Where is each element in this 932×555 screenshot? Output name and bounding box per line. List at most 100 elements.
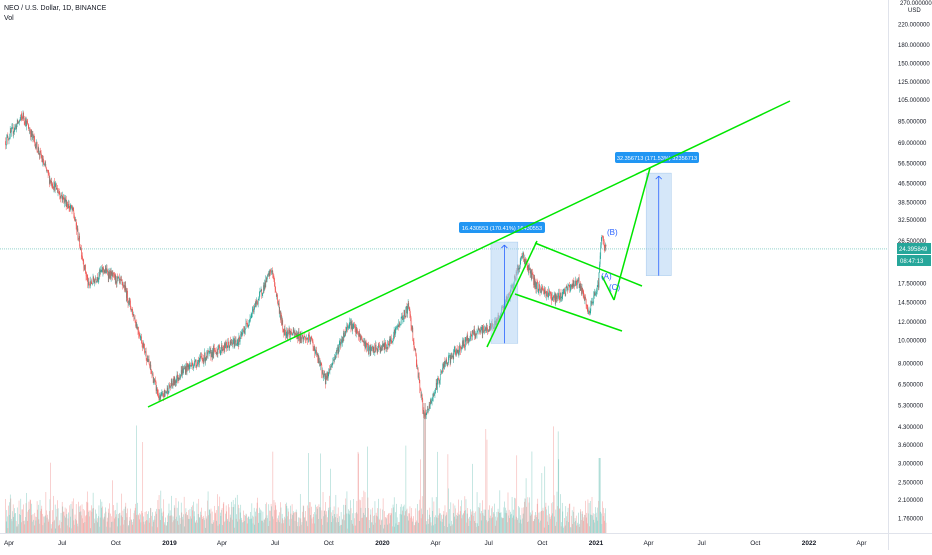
candle bbox=[21, 116, 23, 118]
candle bbox=[221, 345, 223, 351]
candle bbox=[386, 347, 387, 349]
volume-bar bbox=[69, 505, 71, 533]
candle bbox=[25, 119, 27, 127]
volume-bar bbox=[65, 508, 67, 533]
candle bbox=[158, 397, 160, 401]
price-tick-label: 17.500000 bbox=[898, 281, 927, 287]
volume-bar bbox=[441, 521, 443, 533]
candle bbox=[61, 196, 63, 200]
candle bbox=[579, 283, 581, 289]
candle bbox=[300, 333, 302, 339]
volume-bar bbox=[458, 514, 460, 533]
candle bbox=[460, 346, 462, 351]
candle bbox=[114, 274, 116, 280]
candle bbox=[375, 344, 377, 349]
candle bbox=[474, 329, 476, 336]
volume-bar bbox=[268, 504, 270, 533]
volume-bar bbox=[525, 478, 527, 533]
candle bbox=[459, 345, 461, 347]
candle bbox=[304, 336, 306, 338]
candle bbox=[340, 341, 342, 346]
candle bbox=[187, 363, 188, 368]
volume-bar bbox=[421, 508, 422, 533]
candle bbox=[275, 289, 277, 293]
candle bbox=[349, 322, 351, 325]
candle bbox=[252, 310, 253, 315]
candle bbox=[565, 289, 567, 296]
volume-bar bbox=[171, 515, 173, 533]
candle bbox=[465, 338, 467, 340]
candle bbox=[81, 248, 82, 257]
candle bbox=[392, 341, 393, 343]
candle bbox=[250, 317, 251, 319]
volume-bar bbox=[171, 495, 172, 533]
candle bbox=[259, 292, 260, 299]
candle bbox=[381, 348, 383, 351]
candle bbox=[223, 349, 225, 351]
candle bbox=[217, 349, 219, 355]
volume-bar bbox=[221, 508, 223, 533]
volume-bar bbox=[579, 523, 581, 533]
volume-bar bbox=[70, 504, 72, 533]
volume-bar bbox=[94, 518, 96, 533]
volume-bar bbox=[111, 516, 113, 533]
volume-bar bbox=[343, 504, 344, 533]
volume-bar bbox=[236, 494, 238, 533]
candle bbox=[33, 135, 34, 138]
volume-bar bbox=[72, 508, 73, 533]
candle bbox=[37, 148, 39, 152]
candle bbox=[104, 270, 106, 273]
candle bbox=[133, 314, 135, 320]
candle bbox=[365, 341, 366, 349]
volume-bar bbox=[16, 526, 17, 533]
volume-bar bbox=[401, 514, 403, 533]
candle bbox=[120, 278, 121, 281]
candle bbox=[281, 314, 282, 325]
time-tick-label: Oct bbox=[537, 540, 547, 547]
candle bbox=[461, 347, 462, 351]
candle bbox=[30, 132, 31, 138]
candle bbox=[172, 384, 173, 386]
candle bbox=[14, 126, 16, 131]
volume-bar bbox=[141, 513, 143, 533]
candle bbox=[536, 282, 537, 289]
candle bbox=[265, 277, 267, 288]
volume-bar bbox=[92, 492, 94, 533]
volume-bar bbox=[54, 519, 55, 533]
candle bbox=[394, 330, 396, 335]
candle bbox=[70, 207, 71, 209]
volume-bar bbox=[96, 513, 97, 533]
candle bbox=[245, 323, 247, 329]
volume-bar bbox=[183, 514, 184, 533]
candle bbox=[249, 318, 251, 320]
volume-bar bbox=[413, 525, 415, 533]
volume-bar bbox=[432, 510, 434, 533]
candle bbox=[596, 286, 598, 293]
volume-bar bbox=[293, 513, 295, 533]
candle bbox=[524, 258, 526, 264]
volume-bar bbox=[299, 517, 300, 533]
volume-bar bbox=[136, 425, 137, 533]
volume-bar bbox=[145, 521, 146, 533]
volume-bar bbox=[446, 512, 448, 533]
candle bbox=[487, 327, 488, 332]
volume-bar bbox=[458, 499, 459, 533]
volume-bar bbox=[100, 507, 102, 533]
candle bbox=[315, 350, 317, 353]
volume-bar bbox=[196, 503, 198, 533]
volume-bar bbox=[552, 502, 554, 533]
volume-bar bbox=[327, 507, 329, 533]
candle bbox=[343, 333, 344, 342]
candle bbox=[484, 329, 485, 332]
volume-bar bbox=[349, 514, 351, 533]
candle bbox=[169, 384, 170, 388]
candle bbox=[254, 303, 256, 309]
volume-bar bbox=[543, 510, 544, 533]
candle bbox=[419, 380, 421, 391]
candle bbox=[470, 333, 472, 337]
candle bbox=[451, 356, 452, 358]
candle bbox=[311, 336, 312, 339]
volume-bar bbox=[26, 492, 27, 533]
